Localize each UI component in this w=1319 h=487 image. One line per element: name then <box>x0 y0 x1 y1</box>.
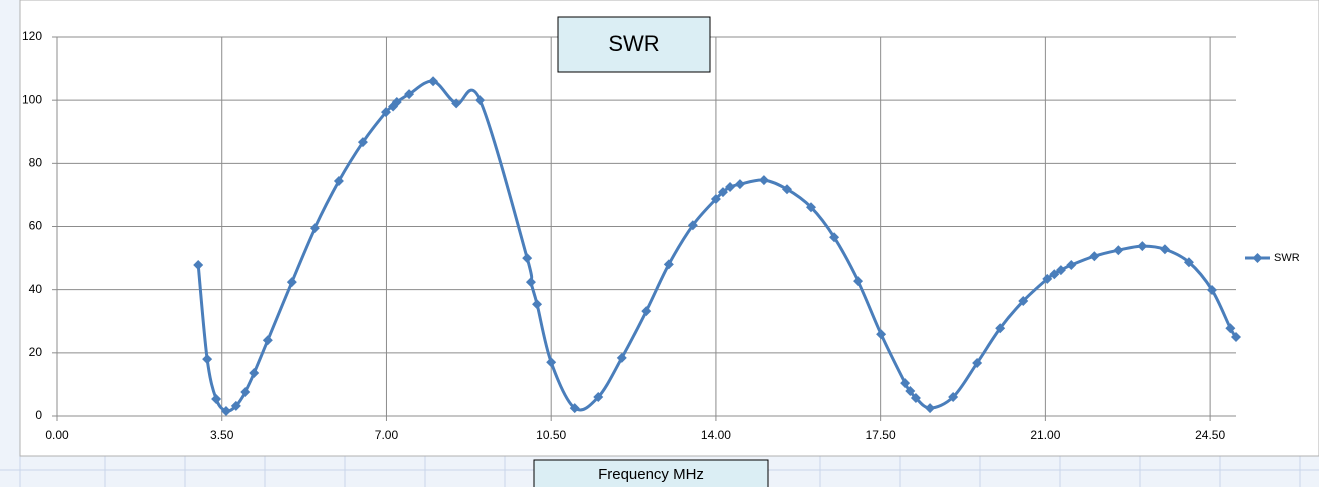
x-tick-label: 17.50 <box>866 428 896 442</box>
point-marker <box>333 176 344 187</box>
x-tick-label: 21.00 <box>1030 428 1060 442</box>
x-tick-label: 3.50 <box>210 428 234 442</box>
point-marker <box>428 76 439 87</box>
x-label-box <box>533 459 769 487</box>
point-marker <box>357 137 368 148</box>
point-marker <box>910 392 921 403</box>
point-marker <box>710 194 721 205</box>
point-marker <box>404 89 415 100</box>
point-marker <box>475 95 486 106</box>
point-marker <box>211 393 222 404</box>
x-axis-label: Frequency MHz <box>598 466 704 483</box>
y-tick-label: 100 <box>22 92 42 106</box>
point-marker <box>546 357 557 368</box>
point-marker <box>1018 296 1029 307</box>
x-tick-label: 14.00 <box>701 428 731 442</box>
point-marker <box>1159 244 1170 255</box>
y-tick-label: 60 <box>29 219 43 233</box>
y-tick-label: 0 <box>35 408 42 422</box>
point-marker <box>1089 251 1100 262</box>
title-box <box>557 16 711 73</box>
point-marker <box>230 400 241 411</box>
point-marker <box>1183 257 1194 268</box>
point-marker <box>380 107 391 118</box>
x-tick-label: 0.00 <box>45 428 69 442</box>
plot-area: 0 20 40 60 80 100 120 0.00 3.50 7.00 10.50 14.00 17.… <box>22 29 1300 442</box>
point-marker <box>1231 332 1241 343</box>
point-marker <box>202 354 213 365</box>
point-marker <box>829 232 840 243</box>
y-tick-label: 20 <box>29 345 43 359</box>
point-marker <box>1113 245 1124 256</box>
y-tick-label: 80 <box>29 156 43 170</box>
point-marker <box>641 306 652 317</box>
point-marker <box>734 179 745 190</box>
point-marker <box>593 392 604 403</box>
point-marker <box>249 368 260 379</box>
point-marker <box>1055 265 1066 276</box>
point-marker <box>781 184 792 195</box>
point-marker <box>900 378 911 389</box>
point-marker <box>972 357 983 368</box>
legend-marker <box>1252 253 1263 263</box>
point-marker <box>616 352 627 363</box>
point-marker <box>948 392 959 403</box>
point-marker <box>391 97 402 108</box>
point-marker <box>220 405 231 416</box>
point-marker <box>717 187 728 198</box>
point-marker <box>569 403 580 414</box>
point-marker <box>663 259 674 270</box>
x-tick-label: 7.00 <box>375 428 399 442</box>
legend-label: SWR <box>1274 252 1300 264</box>
point-marker <box>532 299 543 310</box>
point-marker <box>240 386 251 397</box>
point-marker <box>1042 273 1053 284</box>
point-marker <box>522 253 533 264</box>
y-tick-label: 40 <box>29 282 43 296</box>
point-marker <box>525 277 536 288</box>
x-tick-label: 24.50 <box>1195 428 1225 442</box>
point-marker <box>1049 269 1060 280</box>
point-marker <box>805 202 816 213</box>
point-marker <box>451 98 462 109</box>
chart-title: SWR <box>608 31 659 56</box>
point-marker <box>286 277 297 288</box>
point-marker <box>687 220 698 231</box>
y-tick-label: 120 <box>22 29 42 43</box>
point-marker <box>905 386 916 397</box>
point-marker <box>925 403 936 414</box>
point-marker <box>758 175 769 186</box>
point-marker <box>1066 260 1077 271</box>
point-marker <box>1225 323 1236 334</box>
point-marker <box>853 276 864 287</box>
point-marker <box>995 323 1006 334</box>
point-marker <box>262 335 273 346</box>
point-marker <box>1206 284 1217 295</box>
point-marker <box>725 182 736 193</box>
chart-area <box>19 0 1319 457</box>
point-marker <box>309 223 320 234</box>
x-tick-label: 10.50 <box>536 428 566 442</box>
point-marker <box>193 260 204 271</box>
point-marker <box>1137 241 1148 252</box>
point-marker <box>876 329 887 340</box>
